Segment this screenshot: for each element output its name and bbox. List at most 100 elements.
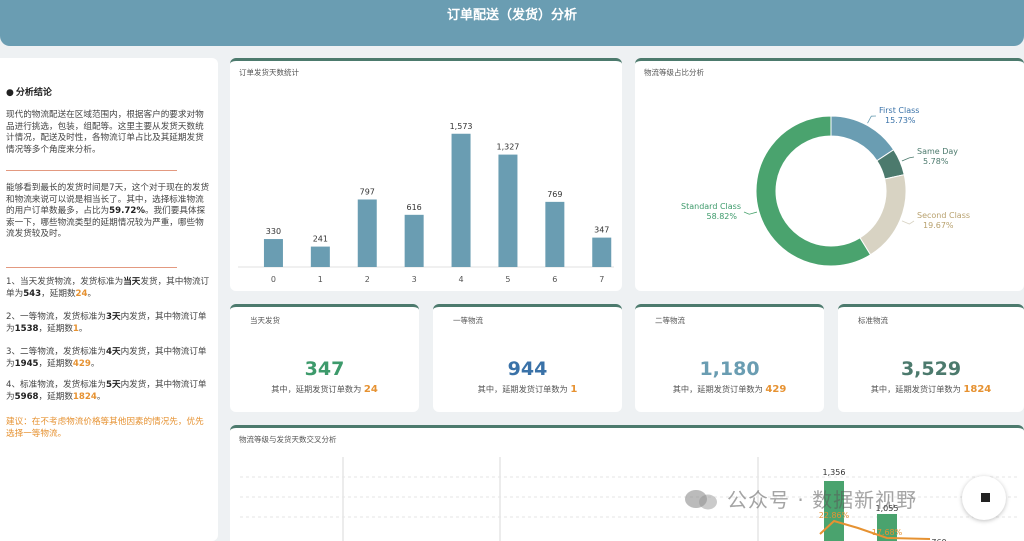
x-tick-label: 2 <box>365 275 370 284</box>
donut-slice <box>859 174 907 256</box>
days-bar-chart: 330 0 241 1 797 2 616 3 1,573 4 1,327 5 769 6 347 7 <box>238 122 614 284</box>
item-late: 24 <box>75 288 88 299</box>
watermark-text: 公众号 · 数据新视野 <box>727 488 918 512</box>
pie-chart-title: 物流等级占比分析 <box>644 68 704 77</box>
cross-label: 1,356 <box>823 468 846 477</box>
slice-name-label: Standard Class <box>681 202 741 211</box>
x-tick-label: 0 <box>271 275 276 284</box>
item-text: 。 <box>90 358 100 369</box>
x-tick-label: 5 <box>505 275 510 284</box>
bar <box>451 133 471 267</box>
kpi-subtext: 其中，延期发货订单数为 1824 <box>838 383 1024 395</box>
x-tick-label: 3 <box>412 275 417 284</box>
item-text: 2、一等物流，发货标准为 <box>6 312 106 322</box>
analysis-heading: ● 分析结论 <box>6 85 52 98</box>
bar <box>310 246 330 267</box>
item-text: ，延期数 <box>41 288 76 299</box>
days-chart-title: 订单发货天数统计 <box>239 68 299 77</box>
item-text: 4、标准物流，发货标准为 <box>6 380 106 390</box>
cross-chart-card: 物流等级与发货天数交叉分析 1,356 1,055 760 22.86% 17.… <box>230 425 1024 541</box>
analysis-heading-text: 分析结论 <box>15 88 52 98</box>
cross-chart-title: 物流等级与发货天数交叉分析 <box>239 435 337 444</box>
item-text: 。 <box>96 391 106 402</box>
cross-pct-label: 22.86% <box>819 511 850 520</box>
stop-icon <box>981 493 990 502</box>
leader-line <box>867 115 877 124</box>
leader-line <box>901 220 915 225</box>
divider <box>6 170 177 171</box>
analysis-item: 3、二等物流，发货标准为4天内发货，其中物流订单为1945，延期数429。 <box>6 347 211 370</box>
bar-value-label: 1,573 <box>450 122 473 131</box>
bar <box>545 201 565 267</box>
item-text: ，延期数 <box>38 323 73 334</box>
kpi-subtext-label: 其中，延期发货订单数为 <box>477 384 568 394</box>
item-standard: 当天 <box>123 277 141 287</box>
bar <box>592 237 612 267</box>
kpi-card-first-class: 一等物流 944 其中，延期发货订单数为 1 <box>433 304 622 412</box>
item-total: 1945 <box>14 358 39 369</box>
slice-percent-label: 19.67% <box>923 221 954 230</box>
kpi-late-count: 1824 <box>963 384 992 395</box>
kpi-subtext-label: 其中，延期发货订单数为 <box>672 384 763 394</box>
kpi-late-count: 429 <box>765 384 787 395</box>
item-text: 3、二等物流，发货标准为 <box>6 347 106 357</box>
slice-percent-label: 58.82% <box>706 212 737 221</box>
x-tick-label: 6 <box>552 275 557 284</box>
donut-slice <box>755 115 872 267</box>
item-text: 1、当天发货物流，发货标准为 <box>6 277 124 287</box>
kpi-value: 1,180 <box>699 358 760 380</box>
analysis-item: 2、一等物流，发货标准为3天内发货，其中物流订单为1538，延期数1。 <box>6 312 211 335</box>
analysis-paragraph-1: 现代的物流配送在区域范围内，根据客户的要求对物品进行挑选，包装，组配等。这里主要… <box>6 110 204 155</box>
item-standard: 4天 <box>106 347 121 357</box>
x-tick-label: 4 <box>459 275 464 284</box>
item-text: 内发货，其中物流订单为 <box>6 312 207 334</box>
item-text: 发货，其中物流订单为 <box>6 277 210 299</box>
item-total: 1538 <box>14 323 39 334</box>
kpi-label: 一等物流 <box>453 316 483 325</box>
cross-bar <box>877 514 897 541</box>
para2-text-b: 。我们要具体探索一下，哪些物流类型的延期情况较为严重，哪些物流发货较及时。 <box>6 206 206 239</box>
bullet-icon: ● <box>6 88 14 98</box>
bar-value-label: 797 <box>360 187 375 196</box>
bar-value-label: 1,327 <box>496 143 519 152</box>
item-text: 。 <box>87 288 97 299</box>
divider <box>6 267 177 268</box>
item-standard: 3天 <box>106 312 121 322</box>
header-bar: 订单配送（发货）分析 <box>0 0 1024 46</box>
item-late: 1 <box>72 323 79 334</box>
suggestion-text: 建议：在不考虑物流价格等其他因素的情况先，优先选择一等物流。 <box>6 417 204 439</box>
kpi-label: 当天发货 <box>250 316 280 325</box>
analysis-item: 4、标准物流，发货标准为5天内发货，其中物流订单为5968，延期数1824。 <box>6 380 211 403</box>
bar-value-label: 616 <box>407 203 422 212</box>
pie-chart-card: 物流等级占比分析 First Class 15.73% Same Day 5.78% S… <box>635 58 1024 291</box>
analysis-panel: ● 分析结论 现代的物流配送在区域范围内，根据客户的要求对物品进行挑选，包装，组配… <box>0 58 218 541</box>
kpi-subtext: 其中，延期发货订单数为 24 <box>230 383 419 395</box>
analysis-paragraph-2: 能够看到最长的发货时间是7天，这个对于现在的发货和物流来说可以说是相当长了。其中… <box>6 183 211 241</box>
item-text: 内发货，其中物流订单为 <box>6 347 207 369</box>
kpi-value: 3,529 <box>900 358 962 380</box>
para2-percent: 59.72% <box>109 206 145 216</box>
wechat-icon <box>685 490 717 510</box>
kpi-card-second-class: 二等物流 1,180 其中，延期发货订单数为 429 <box>635 304 824 412</box>
kpi-subtext-label: 其中，延期发货订单数为 <box>870 384 961 394</box>
x-tick-label: 1 <box>318 275 323 284</box>
floating-action-button[interactable] <box>962 476 1006 520</box>
kpi-subtext: 其中，延期发货订单数为 1 <box>433 383 622 395</box>
item-text: 。 <box>78 323 88 334</box>
slice-name-label: First Class <box>879 106 919 115</box>
days-chart-card: 订单发货天数统计 330 0 241 1 797 2 616 3 1,573 4 1,327 5 769… <box>230 58 622 291</box>
item-text: 内发货，其中物流订单为 <box>6 380 207 402</box>
kpi-card-same-day: 当天发货 347 其中，延期发货订单数为 24 <box>230 304 419 412</box>
kpi-label: 标准物流 <box>858 316 888 325</box>
para2-text-a: 能够看到最长的发货时间是7天，这个对于现在的发货和物流来说可以说是相当长了。其中… <box>6 183 210 216</box>
item-text: ，延期数 <box>38 358 73 369</box>
slice-name-label: Second Class <box>917 211 970 220</box>
bar <box>498 154 518 267</box>
kpi-subtext-label: 其中，延期发货订单数为 <box>271 384 362 394</box>
leader-line <box>743 211 758 215</box>
cross-line <box>819 519 931 540</box>
bar-value-label: 769 <box>547 190 562 199</box>
x-tick-label: 7 <box>599 275 604 284</box>
cross-label: 760 <box>931 538 946 541</box>
